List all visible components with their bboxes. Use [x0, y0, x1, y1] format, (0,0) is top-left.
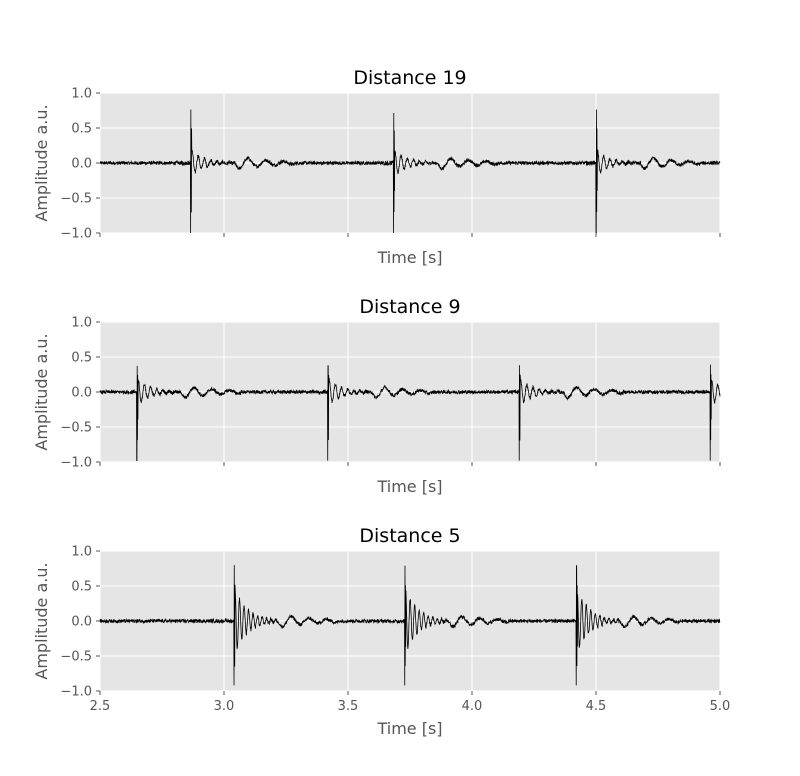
y-tick-label: 0.0 — [71, 157, 92, 172]
y-tick-label: 1.0 — [71, 316, 92, 331]
x-tick-label: 4.0 — [462, 699, 483, 714]
x-tick-label: 3.0 — [214, 699, 235, 714]
signal-line — [99, 565, 721, 686]
subplot-2: 1.0 0.5 0.0 −0.5 −1.0 Distance 9 Time [s] Ampli… — [32, 296, 721, 496]
subplot-3: 2.5 3.0 3.5 4.0 4.5 5.0 1.0 0.5 0.0 −0.5 −1.0 Dista… — [32, 525, 730, 738]
y-tick-label: −1.0 — [60, 456, 92, 471]
y-tick-label: 0.0 — [71, 615, 92, 630]
x-tick-label: 2.5 — [90, 699, 111, 714]
y-tick-label: 1.0 — [71, 545, 92, 560]
y-axis-label: Amplitude a.u. — [32, 562, 51, 679]
x-axis-label: Time [s] — [376, 477, 442, 496]
y-tick-label: −1.0 — [60, 685, 92, 700]
y-tick-label: −0.5 — [60, 650, 92, 665]
x-axis-label: Time [s] — [376, 248, 442, 267]
y-tick-label: 0.5 — [71, 351, 92, 366]
y-tick-label: 0.0 — [71, 386, 92, 401]
y-axis-label: Amplitude a.u. — [32, 333, 51, 450]
x-tick-label: 3.5 — [338, 699, 359, 714]
x-axis-label: Time [s] — [376, 719, 442, 738]
subplot-title: Distance 9 — [359, 296, 460, 318]
x-tick-label: 5.0 — [710, 699, 731, 714]
subplot-title: Distance 5 — [359, 525, 460, 547]
y-tick-label: −0.5 — [60, 192, 92, 207]
signal-line — [99, 364, 721, 462]
y-tick-label: 1.0 — [71, 87, 92, 102]
y-axis-label: Amplitude a.u. — [32, 104, 51, 221]
subplot-title: Distance 19 — [353, 67, 466, 89]
y-tick-label: −0.5 — [60, 421, 92, 436]
y-tick-label: 0.5 — [71, 580, 92, 595]
y-tick-label: 0.5 — [71, 122, 92, 137]
y-tick-label: −1.0 — [60, 227, 92, 242]
subplot-1: 1.0 0.5 0.0 −0.5 −1.0 Distance 19 Time [s] Ampl… — [32, 67, 721, 267]
x-tick-label: 4.5 — [586, 699, 607, 714]
signal-line — [99, 109, 721, 234]
